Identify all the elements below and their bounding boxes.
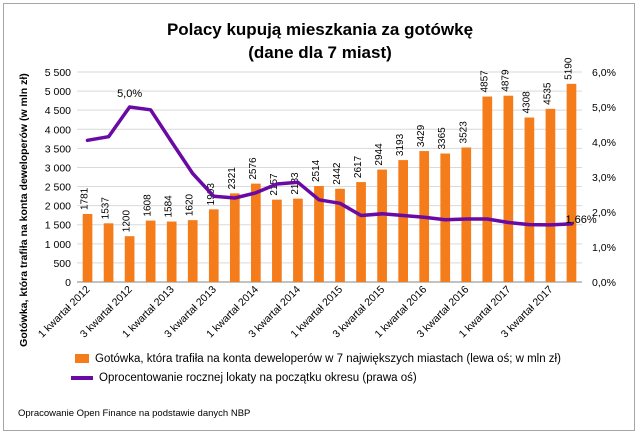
bar-data-label: 1781 xyxy=(80,187,91,210)
bar-data-label: 2514 xyxy=(311,159,322,182)
chart-subtitle: (dane dla 7 miast) xyxy=(248,43,392,62)
bar-data-label: 3523 xyxy=(458,121,469,144)
legend-bar-swatch xyxy=(75,354,89,364)
y2-tick-label: 4,0% xyxy=(592,137,616,149)
y2-tick-label: 5,0% xyxy=(592,102,616,114)
bar xyxy=(272,199,282,282)
bar xyxy=(293,198,303,282)
bar xyxy=(124,236,135,282)
y-tick-label: 1 000 xyxy=(45,239,71,251)
y-tick-label: 2 500 xyxy=(45,182,71,194)
line-data-label: 5,0% xyxy=(117,88,142,100)
legend-line-swatch xyxy=(71,375,93,380)
bar xyxy=(440,153,451,282)
bar xyxy=(377,169,387,282)
bar-data-label: 4857 xyxy=(479,70,490,93)
bar-data-label: 2944 xyxy=(374,143,385,166)
bar xyxy=(145,220,156,282)
y2-tick-label: 1,0% xyxy=(592,242,616,254)
bar xyxy=(229,193,240,282)
bar xyxy=(103,223,114,282)
bar-data-label: 3365 xyxy=(437,127,448,150)
y-tick-label: 4 500 xyxy=(45,105,71,117)
y-tick-label: 3 000 xyxy=(45,162,71,174)
bar-data-label: 3429 xyxy=(416,124,427,147)
y-tick-label: 500 xyxy=(53,258,71,270)
y-tick-label: 5 500 xyxy=(45,67,71,79)
y-tick-label: 4 000 xyxy=(45,124,71,136)
bar xyxy=(187,220,198,282)
legend-entry-bars: Gotówka, która trafiła na konta dewelope… xyxy=(75,353,561,365)
bar xyxy=(398,160,408,282)
y-tick-label: 3 500 xyxy=(45,143,71,155)
source-note: Opracowanie Open Finance na podstawie da… xyxy=(18,408,251,419)
chart-title: Polacy kupują mieszkania za gotówkę xyxy=(166,20,474,39)
legend-entry-line: Oprocentowanie rocznej lokaty na początk… xyxy=(71,372,417,384)
bar-data-label: 3193 xyxy=(395,133,406,156)
bar xyxy=(251,183,261,282)
legend-line-label: Oprocentowanie rocznej lokaty na początk… xyxy=(99,372,417,384)
y-tick-label: 1 500 xyxy=(45,220,71,232)
bar xyxy=(545,108,556,282)
bar-data-label: 1608 xyxy=(143,194,154,217)
bar xyxy=(82,213,93,282)
bar-data-label: 2321 xyxy=(227,167,238,190)
bar-data-label: 2617 xyxy=(353,155,364,178)
bar xyxy=(482,96,493,283)
bar-data-label: 1584 xyxy=(164,195,175,218)
bar-data-label: 1200 xyxy=(122,209,133,232)
bar xyxy=(566,83,577,282)
bar-data-label: 1537 xyxy=(101,197,112,220)
bar-data-label: 2442 xyxy=(332,162,343,185)
bar-data-label: 1620 xyxy=(185,193,196,216)
bar xyxy=(461,147,472,282)
legend-bar-label: Gotówka, która trafiła na konta dewelope… xyxy=(95,353,561,365)
bar xyxy=(356,182,366,282)
bar-data-label: 5190 xyxy=(563,57,574,80)
bar-data-label: 4879 xyxy=(500,69,511,92)
rate-line xyxy=(85,105,574,227)
y2-tick-label: 3,0% xyxy=(592,172,616,184)
y2-tick-label: 0,0% xyxy=(592,277,616,289)
bar xyxy=(503,95,514,282)
bar-data-label: 4308 xyxy=(521,91,532,114)
line-data-label: 1,66% xyxy=(565,214,596,226)
bar-data-label: 4535 xyxy=(542,82,553,105)
bar xyxy=(166,221,177,282)
bar xyxy=(524,117,535,282)
bar xyxy=(208,209,219,282)
y2-tick-label: 6,0% xyxy=(592,67,616,79)
y-tick-label: 0 xyxy=(65,277,71,289)
y-tick-label: 2 000 xyxy=(45,201,71,213)
y2-tick-label: 2,0% xyxy=(592,207,616,219)
bar xyxy=(314,186,324,282)
bar-data-label: 2576 xyxy=(248,157,259,180)
bar xyxy=(335,188,345,282)
y-tick-label: 5 000 xyxy=(45,86,71,98)
